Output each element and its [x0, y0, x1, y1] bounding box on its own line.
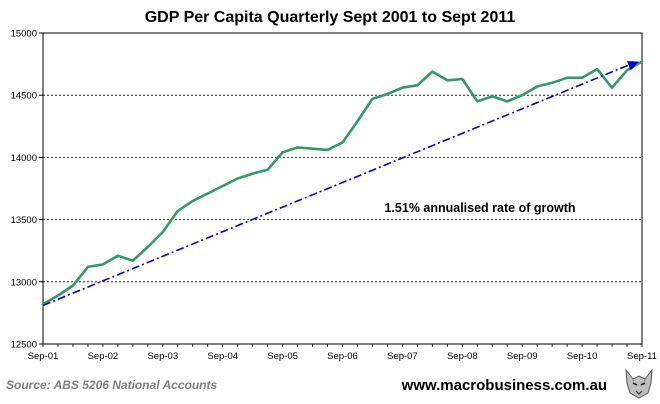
x-tick-label-Sep-10: Sep-10	[567, 351, 598, 362]
x-tick-label-Sep-05: Sep-05	[267, 351, 298, 362]
x-tick-label-Sep-04: Sep-04	[207, 351, 238, 362]
x-tick-label-Sep-06: Sep-06	[327, 351, 358, 362]
y-axis-ticks: 12500 13000 13500 14000 14500 15000	[11, 29, 43, 351]
x-tick-label-Sep-01: Sep-01	[28, 351, 59, 362]
x-tick-label-Sep-08: Sep-08	[447, 351, 478, 362]
trend-line	[42, 63, 632, 307]
series-layer	[41, 60, 644, 307]
gdp-series-line	[41, 60, 644, 306]
plot-area-border	[42, 32, 643, 345]
source-note: Source: ABS 5206 National Accounts	[6, 378, 217, 392]
y-tick-label-12500: 12500	[11, 340, 37, 351]
y-tick-label-15000: 15000	[11, 29, 37, 40]
x-tick-label-Sep-09: Sep-09	[507, 351, 538, 362]
y-tick-label-14500: 14500	[11, 91, 37, 102]
growth-annotation: 1.51% annualised rate of growth	[384, 201, 575, 215]
wolf-logo-icon	[622, 366, 656, 400]
y-tick-label-14000: 14000	[11, 153, 37, 164]
x-tick-label-Sep-07: Sep-07	[387, 351, 418, 362]
x-tick-label-Sep-11: Sep-11	[627, 351, 657, 362]
trend-arrowhead	[626, 61, 639, 71]
y-tick-label-13000: 13000	[11, 277, 37, 288]
x-tick-label-Sep-03: Sep-03	[147, 351, 178, 362]
chart-title: GDP Per Capita Quarterly Sept 2001 to Se…	[145, 9, 516, 26]
website-url: www.macrobusiness.com.au	[401, 377, 607, 394]
grid-lines	[43, 94, 642, 283]
y-tick-label-13500: 13500	[11, 215, 37, 226]
x-tick-label-Sep-02: Sep-02	[88, 351, 119, 362]
x-axis-ticks: Sep-01 Sep-02 Sep-03 Sep-04 Sep-05 Sep-06 Sep-…	[28, 344, 657, 362]
